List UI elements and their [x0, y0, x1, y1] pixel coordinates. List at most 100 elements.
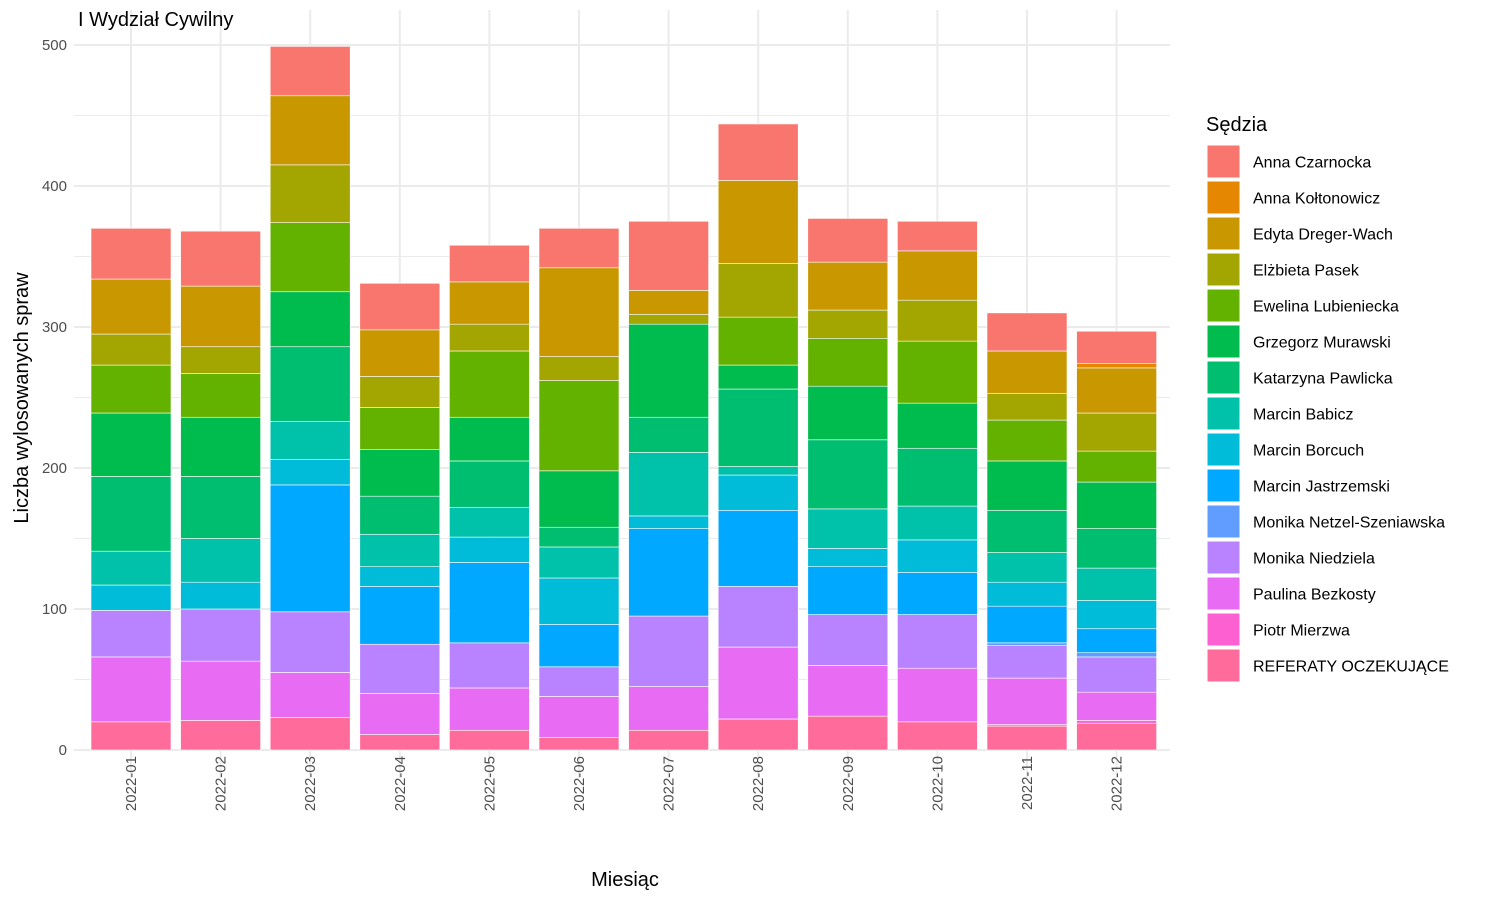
bar-segment: Anna Czarnocka — 2022-02: 39: [180, 230, 261, 287]
bar-segment: REFERATY OCZEKUJĄCE — 2022-03: 23: [269, 717, 351, 751]
y-axis-title: Liczba wylosowanych spraw: [11, 272, 33, 524]
bar-segment: Marcin Jastrzemski — 2022-05: 57: [449, 562, 530, 644]
y-tick-label: 0: [59, 742, 67, 759]
bar-segment: Grzegorz Murawski — 2022-07: 66: [628, 323, 709, 418]
bar-segment: Paulina Bezkosty — 2022-08: 51: [717, 646, 799, 720]
bar-segment: Marcin Jastrzemski — 2022-04: 41: [359, 586, 441, 645]
legend-key: [1206, 432, 1241, 467]
bar-segment: Edyta Dreger-Wach — 2022-07: 17: [628, 290, 709, 315]
bar-segment: Edyta Dreger-Wach — 2022-10: 35: [897, 250, 978, 301]
bar-segment: REFERATY OCZEKUJĄCE — 2022-05: 14: [449, 729, 530, 751]
bar-segment: Grzegorz Murawski — 2022-10: 32: [897, 402, 978, 449]
bar-segment: Katarzyna Pawlicka — 2022-09: 49: [807, 439, 889, 510]
bar-segment: Anna Czarnocka — 2022-12: 23: [1076, 330, 1157, 364]
bar-segment: Grzegorz Murawski — 2022-02: 42: [180, 416, 261, 477]
bar-segment: Grzegorz Murawski — 2022-09: 38: [807, 385, 889, 441]
x-tick-label: 2022-10: [929, 756, 946, 811]
bar-segment: Ewelina Lubieniecka — 2022-11: 29: [986, 419, 1068, 462]
bar-segment: Marcin Babicz — 2022-01: 24: [90, 550, 172, 586]
bar-segment: Marcin Borcuch — 2022-07: 9: [628, 515, 709, 529]
bar-segment: Marcin Jastrzemski — 2022-08: 54: [717, 509, 799, 587]
bar-segment: Monika Niedziela — 2022-03: 43: [269, 611, 351, 673]
bar-segment: REFERATY OCZEKUJĄCE — 2022-10: 20: [897, 721, 978, 751]
x-tick-label: 2022-03: [302, 756, 319, 811]
bar-segment: Monika Niedziela — 2022-02: 37: [180, 608, 261, 662]
bar-segment: Paulina Bezkosty — 2022-03: 32: [269, 672, 351, 718]
bar-segment: Marcin Borcuch — 2022-10: 23: [897, 539, 978, 573]
bar-segment: Marcin Babicz — 2022-06: 22: [538, 546, 620, 579]
bar-segment: Monika Netzel-Szeniawska — 2022-12: 3: [1076, 652, 1157, 658]
bar-segment: Marcin Babicz — 2022-04: 23: [359, 533, 441, 568]
chart-title: I Wydział Cywilny: [78, 9, 233, 31]
bar-segment: Marcin Babicz — 2022-12: 23: [1076, 567, 1157, 601]
bar-segment: Edyta Dreger-Wach — 2022-12: 32: [1076, 367, 1157, 414]
bar-segment: Paulina Bezkosty — 2022-12: 20: [1076, 691, 1157, 721]
bar-segment: Ewelina Lubieniecka — 2022-04: 30: [359, 407, 441, 450]
bar-segment: Elżbieta Pasek — 2022-04: 22: [359, 376, 441, 408]
bar-segment: Elżbieta Pasek — 2022-10: 29: [897, 299, 978, 342]
legend-label: Marcin Borcuch: [1253, 443, 1364, 460]
x-tick-label: 2022-04: [392, 756, 409, 811]
legend-key: [1206, 396, 1241, 431]
legend-label: Paulina Bezkosty: [1253, 587, 1376, 604]
bar-segment: Edyta Dreger-Wach — 2022-01: 39: [90, 278, 172, 335]
bar-segment: Katarzyna Pawlicka — 2022-08: 55: [717, 388, 799, 467]
legend-label: Marcin Babicz: [1253, 407, 1353, 424]
bar-segment: Elżbieta Pasek — 2022-11: 19: [986, 392, 1068, 421]
bar-segment: Edyta Dreger-Wach — 2022-03: 49: [269, 95, 351, 166]
bar-segment: Monika Niedziela — 2022-11: 23: [986, 645, 1068, 679]
bar-segment: Katarzyna Pawlicka — 2022-02: 44: [180, 476, 261, 539]
legend-title: Sędzia: [1206, 114, 1268, 136]
legend-label: Monika Niedziela: [1253, 551, 1375, 568]
legend-key: [1206, 144, 1241, 179]
bar-segment: REFERATY OCZEKUJĄCE — 2022-08: 22: [717, 718, 799, 751]
bar-segment: Ewelina Lubieniecka — 2022-05: 47: [449, 350, 530, 418]
bar-segment: Paulina Bezkosty — 2022-02: 42: [180, 660, 261, 721]
legend-key: [1206, 216, 1241, 251]
bar-segment: Ewelina Lubieniecka — 2022-02: 31: [180, 373, 261, 418]
bar-segment: REFERATY OCZEKUJĄCE — 2022-09: 24: [807, 715, 889, 751]
bar-segment: Marcin Babicz — 2022-05: 21: [449, 507, 530, 538]
legend-label: Katarzyna Pawlicka: [1253, 371, 1393, 388]
bar-segment: Monika Niedziela — 2022-12: 25: [1076, 656, 1157, 693]
legend-key: [1206, 540, 1241, 575]
y-axis-tick-labels: 0 100 200 300 400 500: [42, 37, 67, 759]
bar-segment: REFERATY OCZEKUJĄCE — 2022-01: 20: [90, 721, 172, 751]
bar-segment: Anna Czarnocka — 2022-08: 40: [717, 123, 799, 181]
bar-segment: Marcin Borcuch — 2022-06: 33: [538, 577, 620, 625]
x-tick-label: 2022-09: [840, 756, 857, 811]
bar-segment: Ewelina Lubieniecka — 2022-08: 34: [717, 316, 799, 366]
bar-segment: Marcin Babicz — 2022-08: 6: [717, 466, 799, 476]
legend-key: [1206, 648, 1241, 683]
legend-key: [1206, 468, 1241, 503]
bar-segment: Anna Czarnocka — 2022-01: 36: [90, 228, 172, 280]
legend-key: [1206, 612, 1241, 647]
bar-segment: Elżbieta Pasek — 2022-08: 38: [717, 263, 799, 318]
bar-segment: Anna Czarnocka — 2022-04: 33: [359, 282, 441, 331]
bar-segment: Monika Niedziela — 2022-08: 43: [717, 586, 799, 648]
bar-segment: Edyta Dreger-Wach — 2022-04: 33: [359, 329, 441, 377]
y-tick-label: 500: [42, 37, 67, 54]
legend-label: REFERATY OCZEKUJĄCE: [1253, 659, 1449, 676]
legend-label: Monika Netzel-Szeniawska: [1253, 515, 1445, 532]
bar-segment: Monika Niedziela — 2022-01: 33: [90, 610, 172, 658]
bar-segment: Elżbieta Pasek — 2022-02: 19: [180, 346, 261, 374]
x-tick-label: 2022-02: [213, 756, 230, 811]
bar-segment: Paulina Bezkosty — 2022-07: 31: [628, 686, 709, 731]
x-tick-label: 2022-07: [661, 756, 678, 811]
bar-segment: Grzegorz Murawski — 2022-12: 33: [1076, 481, 1157, 529]
bar-segment: Marcin Babicz — 2022-07: 45: [628, 452, 709, 517]
bar-segment: Ewelina Lubieniecka — 2022-03: 49: [269, 222, 351, 293]
bar-segment: Elżbieta Pasek — 2022-03: 41: [269, 164, 351, 223]
bar-segment: Monika Netzel-Szeniawska — 2022-11: 2: [986, 642, 1068, 646]
bars: REFERATY OCZEKUJĄCE — 2022-01: 20 Paulina…: [90, 46, 1157, 751]
bar-segment: REFERATY OCZEKUJĄCE — 2022-12: 19: [1076, 722, 1157, 751]
bar-segment: Katarzyna Pawlicka — 2022-11: 30: [986, 509, 1068, 553]
bar-segment: Marcin Babicz — 2022-10: 24: [897, 505, 978, 541]
x-axis-tick-labels: 2022-01 2022-02 2022-03 2022-04 2022-05 2022-…: [123, 756, 1126, 811]
bar-segment: Ewelina Lubieniecka — 2022-01: 34: [90, 364, 172, 414]
legend-label: Elżbieta Pasek: [1253, 263, 1360, 280]
bar-segment: Marcin Borcuch — 2022-08: 25: [717, 474, 799, 511]
bar-segment: Elżbieta Pasek — 2022-05: 19: [449, 323, 530, 352]
